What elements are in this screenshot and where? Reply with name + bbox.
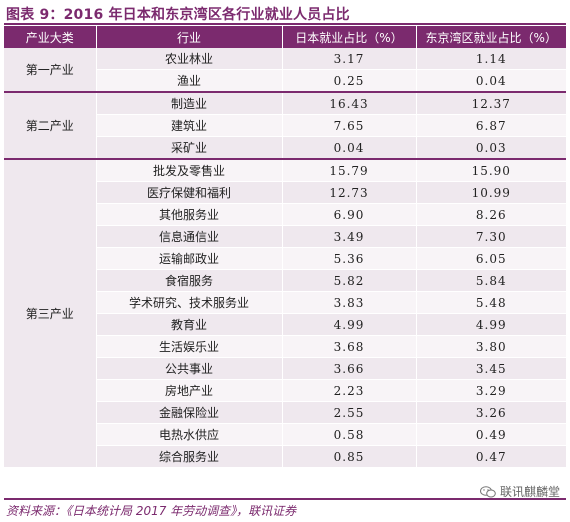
watermark: 联讯麒麟堂 [479, 483, 560, 500]
japan-share-cell: 7.65 [282, 114, 417, 137]
employment-table: 产业大类 行业 日本就业占比（%） 东京湾区就业占比（%） 第一产业 农业林业 3.… [4, 26, 566, 468]
industry-cell: 其他服务业 [96, 203, 283, 226]
industry-cell: 公共事业 [96, 357, 283, 380]
industry-cell: 教育业 [96, 313, 283, 336]
table-row: 渔业 0.25 0.04 [4, 69, 566, 93]
watermark-text: 联讯麒麟堂 [499, 485, 560, 499]
tokyo-share-cell: 4.99 [416, 313, 566, 336]
category-cell: 第三产业 [4, 158, 97, 468]
industry-cell: 房地产业 [96, 379, 283, 402]
table-row: 学术研究、技术服务业 3.83 5.48 [4, 291, 566, 314]
table-row: 建筑业 7.65 6.87 [4, 114, 566, 137]
title-divider [4, 23, 566, 25]
industry-cell: 生活娱乐业 [96, 335, 283, 358]
source-note: 资料来源：《日本统计局 2017 年劳动调查》，联讯证券 [6, 504, 297, 518]
tokyo-share-cell: 12.37 [416, 91, 566, 115]
tokyo-share-cell: 3.80 [416, 335, 566, 358]
japan-share-cell: 2.55 [282, 401, 417, 424]
bottom-divider [4, 498, 566, 500]
tokyo-share-cell: 1.14 [416, 48, 566, 70]
header-category: 产业大类 [4, 26, 97, 48]
japan-share-cell: 6.90 [282, 203, 417, 226]
header-industry: 行业 [96, 26, 283, 48]
tokyo-share-cell: 8.26 [416, 203, 566, 226]
japan-share-cell: 3.17 [282, 48, 417, 70]
category-cell: 第二产业 [4, 91, 97, 160]
japan-share-cell: 0.04 [282, 136, 417, 160]
wechat-icon [479, 485, 496, 497]
tokyo-share-cell: 0.47 [416, 445, 566, 468]
tokyo-share-cell: 15.90 [416, 158, 566, 182]
japan-share-cell: 0.58 [282, 423, 417, 446]
table-row: 综合服务业 0.85 0.47 [4, 445, 566, 468]
table-row: 第一产业 农业林业 3.17 1.14 [4, 48, 566, 93]
table-row: 第三产业 批发及零售业 15.79 15.90 [4, 158, 566, 468]
tokyo-share-cell: 5.84 [416, 269, 566, 292]
table-body: 第一产业 农业林业 3.17 1.14 渔业 0.25 0.04 第二产业 制造业 16.43 12… [4, 48, 566, 468]
tokyo-share-cell: 6.05 [416, 247, 566, 270]
table-row: 生活娱乐业 3.68 3.80 [4, 335, 566, 358]
japan-share-cell: 2.23 [282, 379, 417, 402]
japan-share-cell: 5.82 [282, 269, 417, 292]
tokyo-share-cell: 10.99 [416, 181, 566, 204]
table-row: 采矿业 0.04 0.03 [4, 136, 566, 160]
industry-cell: 农业林业 [96, 48, 283, 70]
header-tokyo: 东京湾区就业占比（%） [416, 26, 566, 48]
tokyo-share-cell: 6.87 [416, 114, 566, 137]
industry-cell: 综合服务业 [96, 445, 283, 468]
tokyo-share-cell: 0.03 [416, 136, 566, 160]
figure-title: 图表 9：2016 年日本和东京湾区各行业就业人员占比 [6, 7, 350, 23]
table-row: 公共事业 3.66 3.45 [4, 357, 566, 380]
industry-cell: 建筑业 [96, 114, 283, 137]
table-row: 运输邮政业 5.36 6.05 [4, 247, 566, 270]
industry-cell: 食宿服务 [96, 269, 283, 292]
industry-cell: 采矿业 [96, 136, 283, 160]
japan-share-cell: 5.36 [282, 247, 417, 270]
table-header-row: 产业大类 行业 日本就业占比（%） 东京湾区就业占比（%） [4, 26, 566, 48]
industry-cell: 批发及零售业 [96, 158, 283, 182]
table-row: 信息通信业 3.49 7.30 [4, 225, 566, 248]
japan-share-cell: 3.49 [282, 225, 417, 248]
industry-cell: 学术研究、技术服务业 [96, 291, 283, 314]
industry-cell: 渔业 [96, 69, 283, 93]
japan-share-cell: 0.25 [282, 69, 417, 93]
tokyo-share-cell: 3.29 [416, 379, 566, 402]
table-row: 电热水供应 0.58 0.49 [4, 423, 566, 446]
japan-share-cell: 3.68 [282, 335, 417, 358]
japan-share-cell: 12.73 [282, 181, 417, 204]
tokyo-share-cell: 0.49 [416, 423, 566, 446]
table-row: 第二产业 制造业 16.43 12.37 [4, 91, 566, 160]
industry-cell: 运输邮政业 [96, 247, 283, 270]
table-row: 教育业 4.99 4.99 [4, 313, 566, 336]
tokyo-share-cell: 3.45 [416, 357, 566, 380]
header-japan: 日本就业占比（%） [282, 26, 417, 48]
tokyo-share-cell: 5.48 [416, 291, 566, 314]
tokyo-share-cell: 3.26 [416, 401, 566, 424]
industry-cell: 电热水供应 [96, 423, 283, 446]
table-row: 食宿服务 5.82 5.84 [4, 269, 566, 292]
tokyo-share-cell: 0.04 [416, 69, 566, 93]
table-row: 医疗保健和福利 12.73 10.99 [4, 181, 566, 204]
industry-cell: 医疗保健和福利 [96, 181, 283, 204]
japan-share-cell: 15.79 [282, 158, 417, 182]
japan-share-cell: 16.43 [282, 91, 417, 115]
table-row: 金融保险业 2.55 3.26 [4, 401, 566, 424]
industry-cell: 制造业 [96, 91, 283, 115]
tokyo-share-cell: 7.30 [416, 225, 566, 248]
japan-share-cell: 4.99 [282, 313, 417, 336]
table-row: 其他服务业 6.90 8.26 [4, 203, 566, 226]
table-row: 房地产业 2.23 3.29 [4, 379, 566, 402]
industry-cell: 信息通信业 [96, 225, 283, 248]
japan-share-cell: 0.85 [282, 445, 417, 468]
industry-cell: 金融保险业 [96, 401, 283, 424]
category-cell: 第一产业 [4, 48, 97, 93]
japan-share-cell: 3.66 [282, 357, 417, 380]
japan-share-cell: 3.83 [282, 291, 417, 314]
